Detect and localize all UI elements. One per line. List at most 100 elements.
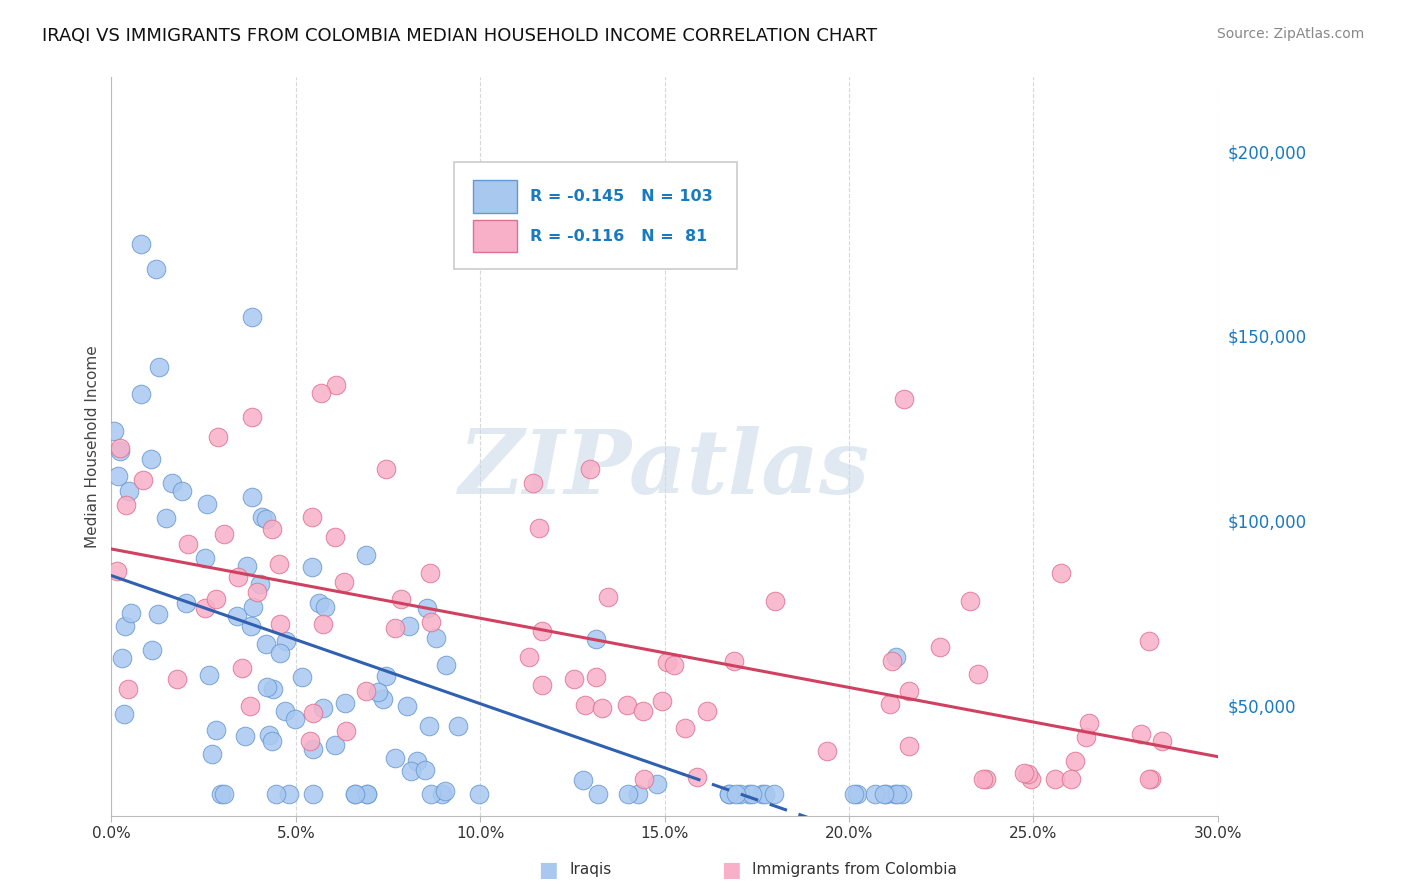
Point [274, 634, 297, 648]
Point [572, 772, 595, 787]
Point [114, 498, 136, 512]
Point [751, 787, 773, 801]
Point [873, 787, 896, 801]
Point [204, 723, 226, 738]
Point [1137, 634, 1160, 648]
Point [596, 590, 619, 604]
Point [139, 451, 162, 466]
Point [723, 654, 745, 668]
Point [1019, 772, 1042, 786]
Point [141, 643, 163, 657]
Point [225, 609, 247, 624]
Point [434, 657, 457, 672]
Y-axis label: Median Household Income: Median Household Income [86, 345, 100, 548]
Point [875, 787, 897, 801]
Point [108, 444, 131, 458]
Point [725, 787, 748, 801]
Point [754, 787, 776, 801]
Point [1050, 566, 1073, 581]
Point [226, 570, 249, 584]
Point [302, 742, 325, 756]
Point [562, 672, 585, 686]
Point [278, 787, 301, 801]
Point [166, 672, 188, 686]
Point [418, 718, 440, 732]
Point [879, 697, 901, 711]
Text: ■: ■ [538, 860, 558, 880]
Point [260, 734, 283, 748]
Point [884, 650, 907, 665]
Point [416, 600, 439, 615]
Point [269, 617, 291, 632]
Point [239, 619, 262, 633]
Text: R = -0.116   N =  81: R = -0.116 N = 81 [530, 228, 707, 244]
Text: Source: ZipAtlas.com: Source: ZipAtlas.com [1216, 27, 1364, 41]
Point [574, 698, 596, 712]
Point [897, 684, 920, 698]
Point [1150, 733, 1173, 747]
Point [269, 646, 291, 660]
Point [517, 649, 540, 664]
Point [966, 667, 988, 681]
Point [240, 310, 263, 325]
Point [395, 699, 418, 714]
Point [235, 729, 257, 743]
Point [929, 640, 952, 655]
Point [880, 654, 903, 668]
Point [323, 738, 346, 752]
Text: IRAQI VS IMMIGRANTS FROM COLOMBIA MEDIAN HOUSEHOLD INCOME CORRELATION CHART: IRAQI VS IMMIGRANTS FROM COLOMBIA MEDIAN… [42, 27, 877, 45]
Point [367, 685, 389, 699]
Point [195, 497, 218, 511]
Point [662, 658, 685, 673]
Point [976, 772, 998, 786]
Point [129, 236, 152, 251]
Point [419, 566, 441, 580]
Point [236, 559, 259, 574]
Point [741, 787, 763, 801]
Point [145, 262, 167, 277]
Point [257, 728, 280, 742]
Point [384, 751, 406, 765]
Point [155, 511, 177, 525]
Point [675, 721, 697, 735]
Point [430, 787, 453, 801]
Point [267, 557, 290, 571]
Point [214, 526, 236, 541]
Point [284, 712, 307, 726]
Point [274, 704, 297, 718]
Point [1017, 767, 1039, 781]
Text: Immigrants from Colombia: Immigrants from Colombia [752, 863, 957, 877]
Point [419, 615, 441, 630]
Point [201, 747, 224, 762]
Point [246, 585, 269, 599]
Point [1012, 765, 1035, 780]
Point [160, 476, 183, 491]
Point [591, 701, 613, 715]
Point [631, 704, 654, 718]
Point [696, 704, 718, 718]
Point [308, 596, 330, 610]
Point [1060, 772, 1083, 786]
Point [205, 592, 228, 607]
Point [194, 551, 217, 566]
Point [645, 777, 668, 791]
Point [117, 681, 139, 696]
Point [114, 619, 136, 633]
Point [585, 670, 607, 684]
Point [356, 787, 378, 801]
Point [194, 600, 217, 615]
Point [239, 698, 262, 713]
Point [398, 619, 420, 633]
Text: Iraqis: Iraqis [569, 863, 612, 877]
Point [118, 483, 141, 498]
Point [312, 701, 335, 715]
Point [425, 631, 447, 645]
Text: ZIPatlas: ZIPatlas [460, 425, 870, 512]
Point [893, 392, 915, 406]
Point [375, 462, 398, 476]
Point [883, 787, 905, 801]
Point [717, 787, 740, 801]
Point [389, 591, 412, 606]
Point [1076, 730, 1098, 744]
Point [356, 787, 378, 801]
